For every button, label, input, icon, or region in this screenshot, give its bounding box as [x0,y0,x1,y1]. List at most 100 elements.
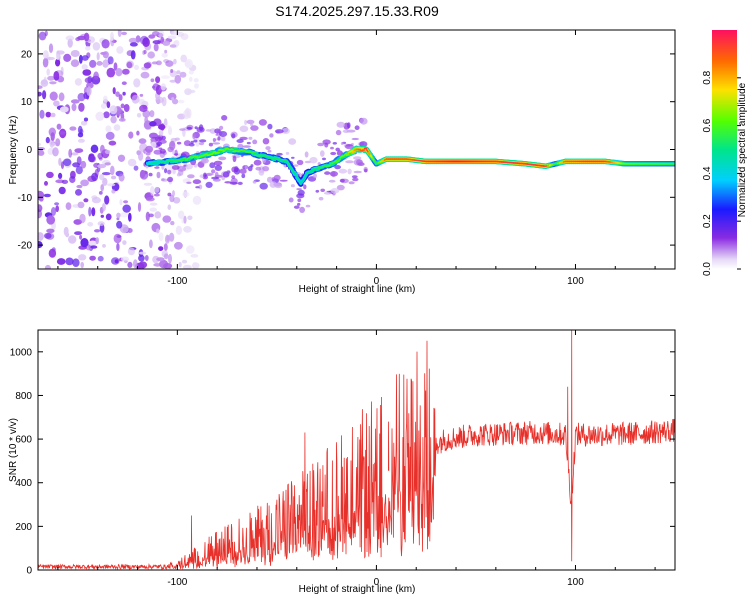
spectrogram-x-label: Height of straight line (km) [299,284,416,295]
noise-blob [38,142,42,147]
spectrogram-y-ticks: -20 -10 0 10 20 [18,49,675,252]
noise-blob [102,177,108,186]
noise-blob [322,139,331,145]
noise-blob [100,103,107,109]
noise-blob [154,211,162,219]
noise-blob [103,95,108,102]
noise-blob [198,124,204,132]
noise-blob [138,251,147,255]
noise-blob [353,170,362,174]
ridge-segment [186,157,191,160]
y-tick-label: 0 [26,566,32,577]
noise-blob [89,255,96,261]
noise-blob [221,115,228,121]
noise-blob [262,166,270,172]
noise-blob [68,148,73,158]
noise-blob [55,138,61,147]
noise-blob [74,231,83,236]
noise-blob [74,148,84,154]
noise-blob [189,76,193,82]
noise-blob [99,174,105,181]
noise-blob [87,222,94,227]
noise-blob [65,257,74,266]
noise-blob [77,138,85,143]
noise-blob [231,175,236,180]
noise-blob [133,165,139,171]
noise-blob [101,203,106,212]
noise-blob [112,87,116,95]
noise-blob [83,198,89,203]
noise-blob [161,52,168,58]
noise-blob [152,255,160,264]
colorbar-tick-label: 0.6 [702,118,713,132]
noise-blob [113,233,122,244]
noise-blob [178,210,185,220]
noise-blob [250,164,254,168]
noise-blob [102,244,106,248]
noise-blob [323,191,332,195]
noise-blob [198,142,205,146]
y-tick-label: 10 [21,97,33,108]
noise-blob [142,105,148,110]
noise-blob [156,171,161,179]
noise-blob [97,221,105,227]
y-tick-label: 20 [21,49,33,60]
noise-blob [80,261,84,269]
noise-blob [188,70,194,75]
noise-blob [88,240,97,246]
y-tick-label: 400 [15,478,32,489]
noise-blob [152,30,160,37]
noise-blob [252,139,258,145]
noise-blob [195,186,200,189]
noise-blob [104,195,110,205]
noise-blob [167,192,172,197]
noise-blob [148,34,156,39]
noise-blob [229,181,238,185]
noise-blob [145,145,154,153]
ridge-segment [327,164,332,167]
noise-blob [267,123,273,130]
noise-blob [76,156,82,166]
noise-blob [110,115,117,124]
ridge-segment [337,158,342,162]
noise-blob [77,201,85,209]
noise-blob [156,141,163,146]
noise-blob [46,171,54,179]
noise-blob [342,129,350,133]
noise-blob [44,264,51,269]
noise-blob [49,91,58,101]
noise-blob [97,152,104,160]
noise-blob [239,125,249,133]
noise-blob [59,106,69,113]
noise-blob [168,253,172,264]
ridge-segment [252,151,256,154]
noise-blob [174,137,180,141]
noise-blob [98,191,103,195]
noise-blob [147,51,155,59]
noise-blob [351,175,358,179]
noise-blob [231,133,236,139]
noise-blob [108,140,117,146]
noise-blob [100,184,104,192]
noise-blob [174,241,183,250]
noise-blob [296,159,304,166]
noise-blob [50,112,56,118]
noise-blob [195,137,200,147]
noise-blob [110,165,115,176]
noise-blob [77,92,86,102]
noise-blob [68,235,77,244]
noise-blob [172,98,179,105]
noise-blob [80,179,89,187]
colorbar-label: Normalized spectral amplitude [737,82,748,217]
noise-blob [58,186,66,195]
noise-blob [338,168,348,174]
ridge-segment [250,151,254,154]
noise-blob [154,186,160,193]
noise-blob [120,103,125,109]
noise-blob [77,35,86,41]
noise-blob [128,131,134,139]
noise-blob [126,61,133,69]
noise-blob [123,104,130,112]
noise-blob [127,158,137,167]
